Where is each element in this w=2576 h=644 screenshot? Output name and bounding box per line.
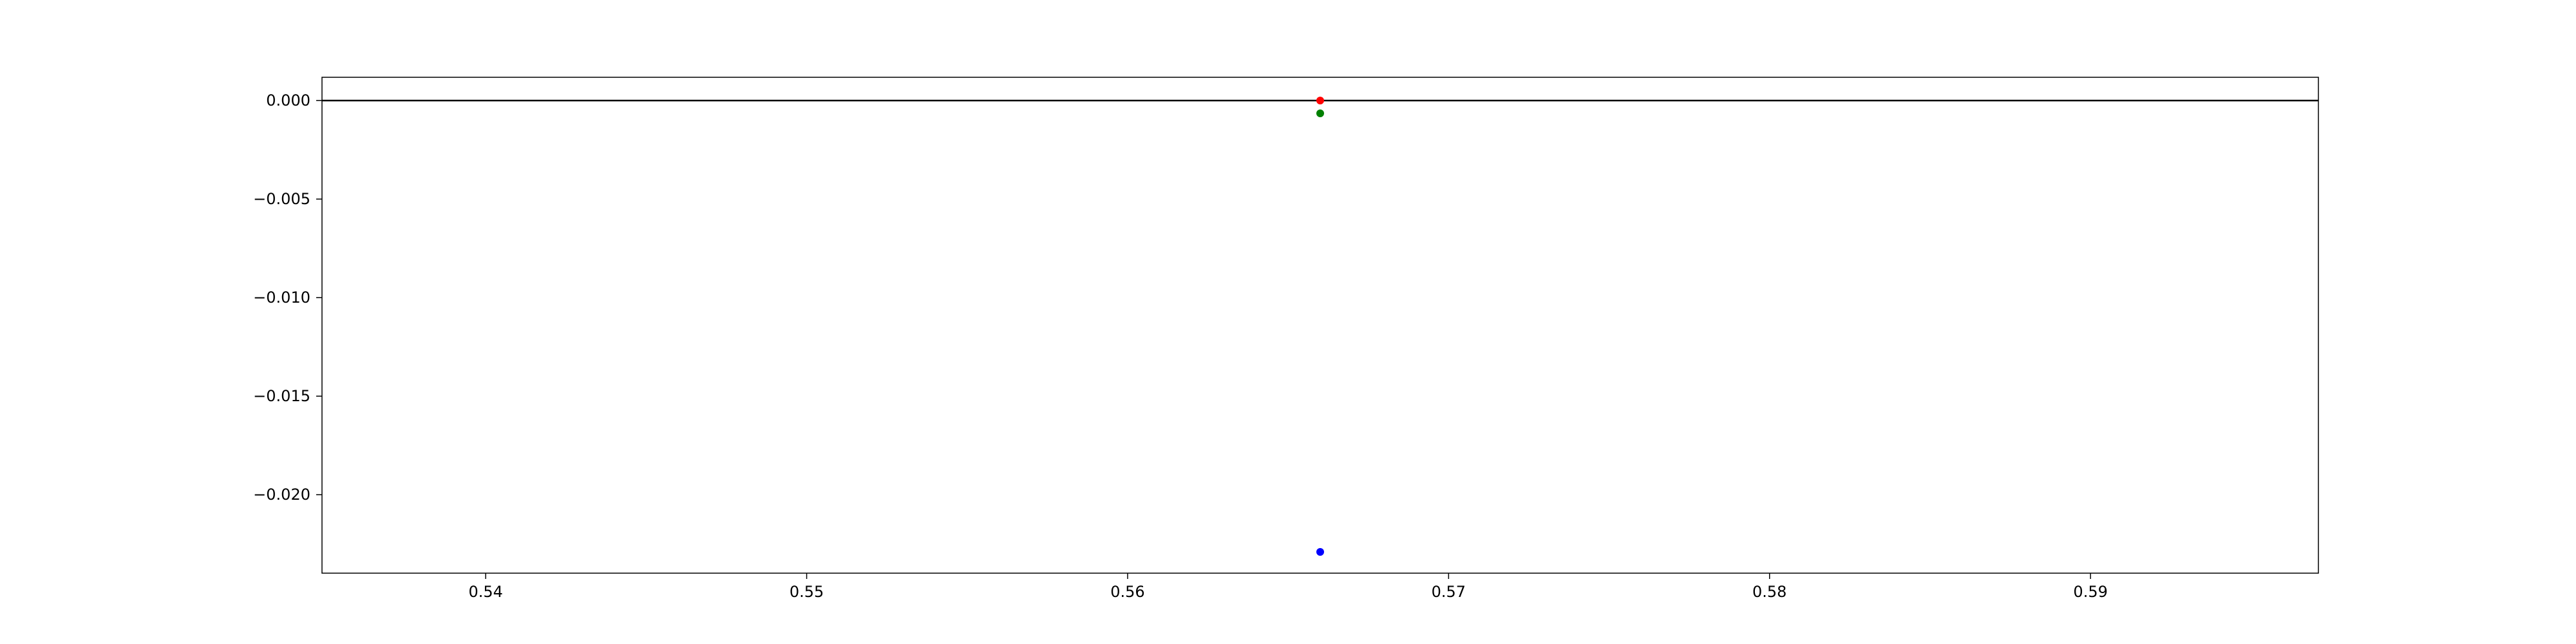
scatter-point-series-2 — [1316, 109, 1324, 118]
x-tick-label: 0.58 — [1752, 583, 1786, 601]
y-tick-label: −0.020 — [253, 486, 310, 504]
x-tick-label: 0.59 — [2073, 583, 2107, 601]
x-tick-label: 0.55 — [790, 583, 824, 601]
y-axis: 0.000 −0.005 −0.010 −0.015 −0.020 — [253, 91, 322, 504]
scatter-point-series-3 — [1316, 547, 1324, 556]
plot-area — [322, 77, 2318, 573]
y-tick-label: −0.005 — [253, 190, 310, 208]
plot-content — [322, 97, 2318, 556]
y-tick-label: −0.010 — [253, 289, 310, 307]
scatter-point-series-1 — [1316, 97, 1324, 105]
y-tick-label: −0.015 — [253, 387, 310, 405]
plot-frame — [321, 77, 2319, 574]
x-tick-label: 0.56 — [1110, 583, 1144, 601]
x-tick-label: 0.57 — [1432, 583, 1466, 601]
x-tick-label: 0.54 — [468, 583, 502, 601]
x-axis: 0.54 0.55 0.56 0.57 0.58 0.59 — [468, 573, 2108, 601]
y-tick-label: 0.000 — [266, 91, 310, 109]
